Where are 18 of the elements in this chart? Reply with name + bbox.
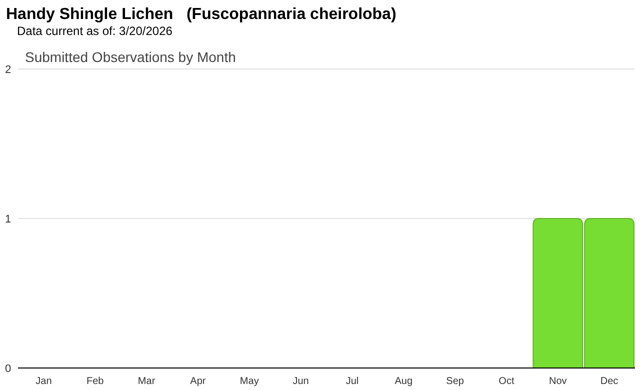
y-tick-label: 1: [4, 214, 12, 226]
x-tick-label: Jul: [346, 376, 359, 388]
x-tick-label: Sep: [446, 376, 464, 388]
x-tick-label: Jun: [292, 376, 309, 388]
text: Submitted Observations by Month: [25, 49, 236, 65]
x-tick-label: Jan: [36, 376, 52, 388]
x-tick-label: Nov: [548, 376, 567, 388]
x-tick-label: May: [240, 376, 259, 388]
y-tick-label: 0: [4, 363, 12, 375]
x-tick-label: Oct: [498, 376, 514, 388]
x-tick-label: Mar: [138, 376, 156, 388]
y-tick-label: 2: [4, 64, 12, 76]
chart-subtitle: Data current as of: 3/20/2026: [17, 24, 173, 38]
x-tick-label: Aug: [394, 376, 413, 388]
x-tick-label: Apr: [190, 376, 206, 388]
chart-title: Handy Shingle Lichen (Fuscopannaria cheiroloba): [6, 6, 396, 23]
x-tick-label: Feb: [86, 376, 104, 388]
x-tick-label: Dec: [600, 376, 618, 388]
